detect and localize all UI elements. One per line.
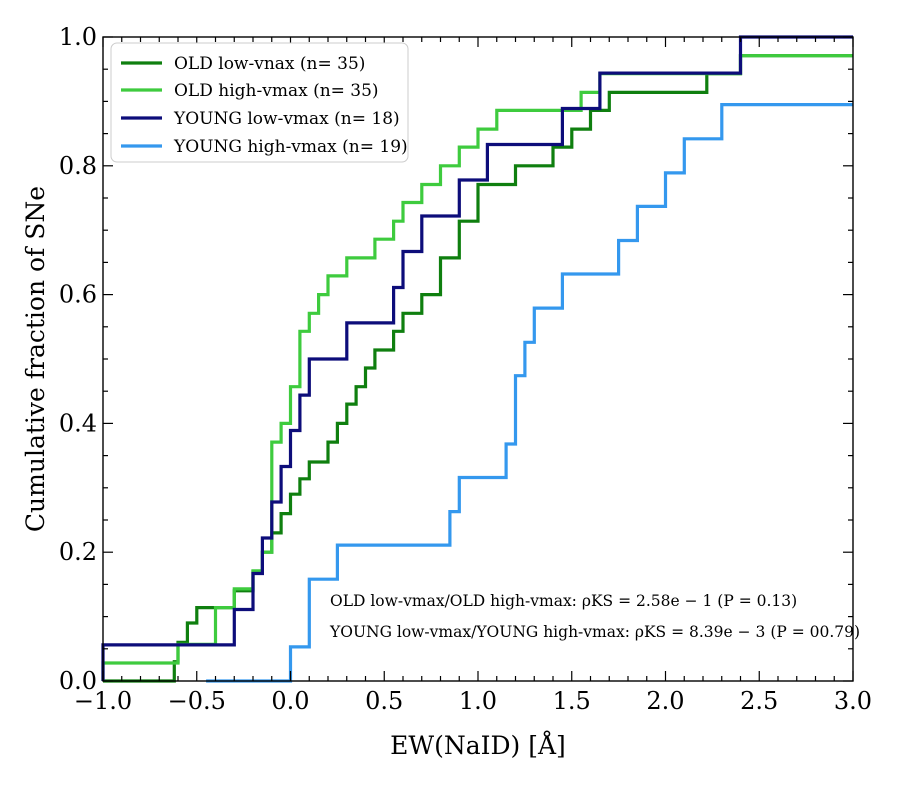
x-axis-label: EW(NaID) [Å] [390,730,566,760]
legend: OLD low-vnax (n= 35) OLD high-vmax (n= 3… [110,42,409,163]
tick-layer [102,36,854,682]
legend-box [110,42,409,163]
x-tick-label: 0.0 [271,687,309,715]
x-tick-label: 0.5 [365,687,403,715]
legend-label-young-high: YOUNG high-vmax (n= 19) [173,137,408,157]
series-layer [101,35,853,683]
tick-label-layer: −1.0 −0.5 0.0 0.5 1.0 1.5 2.0 2.5 3.0 0.0 0.2 0.4 0.… [59,23,872,715]
legend-label-old-low: OLD low-vnax (n= 35) [174,54,365,74]
y-tick-label: 0.6 [59,281,97,309]
y-tick-label: 1.0 [59,23,97,51]
series-old-low-vmax [103,54,853,683]
y-tick-label: 0.8 [59,152,97,180]
x-tick-label: 3.0 [834,687,872,715]
series-young-high-vmax [206,103,853,683]
y-tick-label: 0.0 [59,667,97,695]
legend-label-young-low: YOUNG low-vmax (n= 18) [173,109,400,129]
x-tick-label: 1.0 [459,687,497,715]
x-tick-label: −0.5 [168,687,226,715]
x-tick-label: 2.5 [740,687,778,715]
ks-annotation-old: OLD low-vmax/OLD high-vmax: ρKS = 2.58e … [330,592,797,610]
y-tick-label: 0.4 [59,409,97,437]
ks-annotation-young: YOUNG low-vmax/YOUNG high-vmax: ρKS = 8.… [329,623,860,641]
x-tick-label: −1.0 [74,687,132,715]
y-axis-label: Cumulative fraction of SNe [21,186,50,532]
series-old-high-vmax [101,54,853,681]
x-tick-label: 1.5 [553,687,591,715]
x-tick-label: 2.0 [646,687,684,715]
series-young-low-vmax [101,35,853,681]
y-tick-label: 0.2 [59,538,97,566]
legend-label-old-high: OLD high-vmax (n= 35) [174,81,379,101]
